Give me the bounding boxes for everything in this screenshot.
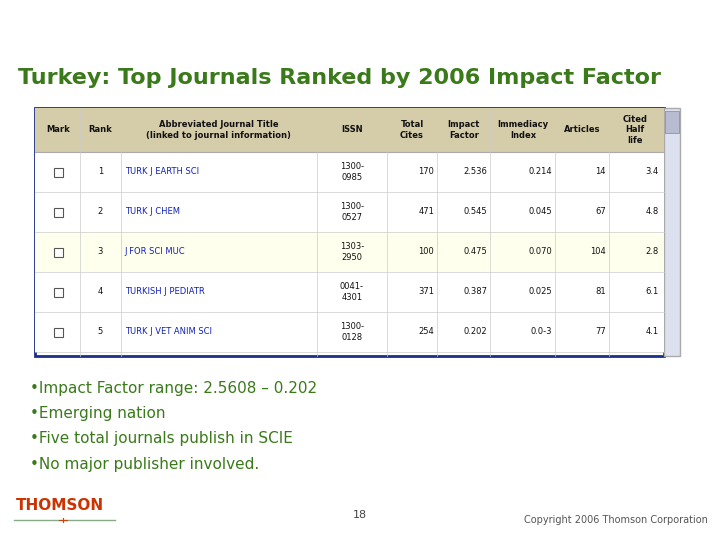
Bar xyxy=(35,192,664,232)
Text: 18: 18 xyxy=(353,510,367,520)
Text: 67: 67 xyxy=(595,207,606,217)
Text: •Impact Factor range: 2.5608 – 0.202: •Impact Factor range: 2.5608 – 0.202 xyxy=(30,381,317,396)
Text: 4.8: 4.8 xyxy=(646,207,659,217)
Text: TURK J VET ANIM SCI: TURK J VET ANIM SCI xyxy=(125,327,212,336)
Text: 4: 4 xyxy=(98,287,103,296)
Text: 100: 100 xyxy=(418,247,434,256)
Text: •Emerging nation: •Emerging nation xyxy=(30,406,166,421)
Text: 0.0-3: 0.0-3 xyxy=(531,327,552,336)
Text: 0.202: 0.202 xyxy=(464,327,487,336)
Text: 170: 170 xyxy=(418,167,434,177)
Text: 2.536: 2.536 xyxy=(464,167,487,177)
Text: Cited
Half
life: Cited Half life xyxy=(623,115,648,145)
Text: Mark: Mark xyxy=(47,125,71,134)
Bar xyxy=(54,327,63,336)
Text: 0.545: 0.545 xyxy=(464,207,487,217)
Bar xyxy=(54,207,63,217)
Bar xyxy=(35,272,664,312)
Text: 14: 14 xyxy=(595,167,606,177)
Bar xyxy=(664,108,680,356)
Text: 1300-
0527: 1300- 0527 xyxy=(340,202,364,222)
Text: 0.070: 0.070 xyxy=(528,247,552,256)
Bar xyxy=(35,312,664,352)
Text: 371: 371 xyxy=(418,287,434,296)
Text: 471: 471 xyxy=(418,207,434,217)
Text: 1300-
0128: 1300- 0128 xyxy=(340,322,364,342)
Text: THOMSON: THOMSON xyxy=(16,498,104,514)
Text: Total
Cites: Total Cites xyxy=(400,120,424,140)
Text: 3: 3 xyxy=(97,247,103,256)
Text: Abbreviated Journal Title
(linked to journal information): Abbreviated Journal Title (linked to jou… xyxy=(146,120,291,140)
Text: 0.045: 0.045 xyxy=(529,207,552,217)
Text: ISSN: ISSN xyxy=(341,125,363,134)
Text: 5: 5 xyxy=(98,327,103,336)
Text: 1300-
0985: 1300- 0985 xyxy=(340,163,364,181)
Text: 254: 254 xyxy=(418,327,434,336)
Text: TURKISH J PEDIATR: TURKISH J PEDIATR xyxy=(125,287,204,296)
Text: 6.1: 6.1 xyxy=(646,287,659,296)
Text: 1: 1 xyxy=(98,167,103,177)
Text: Rank: Rank xyxy=(89,125,112,134)
Text: Articles: Articles xyxy=(564,125,600,134)
Text: 0041-
4301: 0041- 4301 xyxy=(340,282,364,302)
Text: 3.4: 3.4 xyxy=(646,167,659,177)
Text: •Five total journals publish in SCIE: •Five total journals publish in SCIE xyxy=(30,431,293,447)
Text: Copyright 2006 Thomson Corporation: Copyright 2006 Thomson Corporation xyxy=(524,515,708,525)
Text: 2: 2 xyxy=(98,207,103,217)
Bar xyxy=(54,167,63,177)
Text: •No major publisher involved.: •No major publisher involved. xyxy=(30,457,259,472)
Text: ISI Web of Knowledge: ISI Web of Knowledge xyxy=(14,15,271,35)
Text: 2.8: 2.8 xyxy=(646,247,659,256)
Bar xyxy=(54,287,63,296)
Text: Impact
Factor: Impact Factor xyxy=(448,120,480,140)
Text: 0.025: 0.025 xyxy=(529,287,552,296)
Text: 0.387: 0.387 xyxy=(464,287,487,296)
Text: Turkey: Top Journals Ranked by 2006 Impact Factor: Turkey: Top Journals Ranked by 2006 Impa… xyxy=(18,68,661,88)
Text: 4.1: 4.1 xyxy=(646,327,659,336)
Text: 0.214: 0.214 xyxy=(529,167,552,177)
Text: 1303-
2950: 1303- 2950 xyxy=(340,242,364,262)
Text: ™: ™ xyxy=(199,10,209,19)
Text: J FOR SCI MUC: J FOR SCI MUC xyxy=(125,247,185,256)
Text: 77: 77 xyxy=(595,327,606,336)
Text: 81: 81 xyxy=(595,287,606,296)
Text: Take the next step: Take the next step xyxy=(582,18,706,31)
Bar xyxy=(35,232,664,272)
Text: 0.475: 0.475 xyxy=(464,247,487,256)
Bar xyxy=(35,152,664,192)
Text: TURK J EARTH SCI: TURK J EARTH SCI xyxy=(125,167,199,177)
Text: Immediacy
Index: Immediacy Index xyxy=(498,120,549,140)
Bar xyxy=(665,111,679,133)
Text: TURK J CHEM: TURK J CHEM xyxy=(125,207,179,217)
Text: ➤: ➤ xyxy=(706,20,714,30)
Bar xyxy=(54,247,63,256)
Text: 104: 104 xyxy=(590,247,606,256)
Bar xyxy=(35,108,664,152)
